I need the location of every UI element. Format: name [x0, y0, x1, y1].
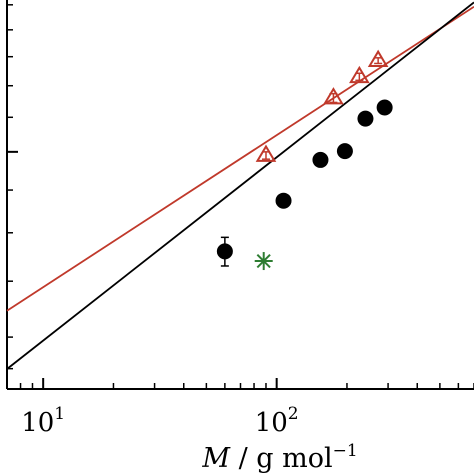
data-point-triangle — [255, 144, 277, 162]
fit-line-2 — [6, 1, 474, 370]
x-tick-label-base: 10 — [21, 408, 54, 438]
data-point-circle — [312, 151, 329, 168]
data-point-circle — [216, 243, 233, 260]
fit-line-1 — [6, 5, 474, 312]
fit-lines — [6, 1, 474, 370]
data-point-circle — [376, 99, 393, 116]
x-tick-label-exponent: 2 — [288, 404, 299, 424]
x-tick-label-base: 10 — [255, 408, 288, 438]
x-tick-label: 102 — [255, 404, 299, 438]
asterisk-stroke — [256, 253, 271, 269]
data-point-asterisk — [254, 252, 273, 271]
data-point-circle — [275, 192, 292, 209]
data-point-triangle — [349, 65, 370, 84]
x-tick-label: 101 — [21, 404, 65, 438]
tick-labels: 101 102 — [21, 404, 298, 438]
x-axis-label: M / g mol−1 — [201, 441, 357, 474]
data-point-triangle — [367, 49, 389, 68]
x-axis-label-unit: / g mol — [230, 443, 333, 474]
x-tick-label-exponent: 1 — [54, 404, 65, 424]
data-point-circle — [336, 143, 353, 160]
data-points — [216, 49, 393, 271]
x-axis-label-symbol: M — [201, 443, 231, 474]
axes — [6, 0, 474, 390]
data-point-triangle — [323, 87, 344, 105]
data-point-circle — [357, 110, 374, 127]
x-axis-label-exponent: −1 — [333, 441, 358, 461]
